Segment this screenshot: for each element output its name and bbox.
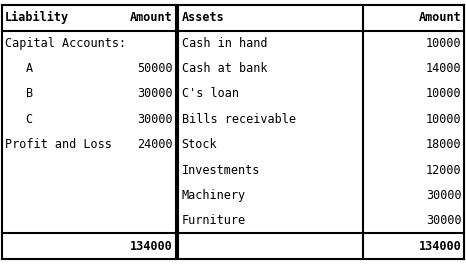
Text: 50000: 50000 (137, 62, 172, 75)
Text: C's loan: C's loan (182, 87, 239, 101)
Text: 10000: 10000 (426, 37, 461, 50)
Text: Machinery: Machinery (182, 189, 246, 202)
Text: Cash at bank: Cash at bank (182, 62, 267, 75)
Text: C: C (26, 113, 33, 126)
Text: Stock: Stock (182, 138, 217, 151)
Text: 24000: 24000 (137, 138, 172, 151)
Text: 134000: 134000 (418, 239, 461, 253)
Text: 10000: 10000 (426, 113, 461, 126)
Text: 18000: 18000 (426, 138, 461, 151)
Text: Liability: Liability (5, 11, 69, 25)
Text: 14000: 14000 (426, 62, 461, 75)
Text: Capital Accounts:: Capital Accounts: (5, 37, 126, 50)
Text: 134000: 134000 (130, 239, 172, 253)
Text: Profit and Loss: Profit and Loss (5, 138, 111, 151)
Text: 30000: 30000 (137, 113, 172, 126)
Text: Investments: Investments (182, 163, 260, 177)
Text: Amount: Amount (418, 11, 461, 25)
Text: Assets: Assets (182, 11, 225, 25)
Text: A: A (26, 62, 33, 75)
Text: 30000: 30000 (426, 189, 461, 202)
Text: 30000: 30000 (426, 214, 461, 227)
Text: 30000: 30000 (137, 87, 172, 101)
Text: Cash in hand: Cash in hand (182, 37, 267, 50)
Text: Bills receivable: Bills receivable (182, 113, 296, 126)
Text: B: B (26, 87, 33, 101)
Text: 10000: 10000 (426, 87, 461, 101)
Text: Amount: Amount (130, 11, 172, 25)
Text: Furniture: Furniture (182, 214, 246, 227)
Text: 12000: 12000 (426, 163, 461, 177)
